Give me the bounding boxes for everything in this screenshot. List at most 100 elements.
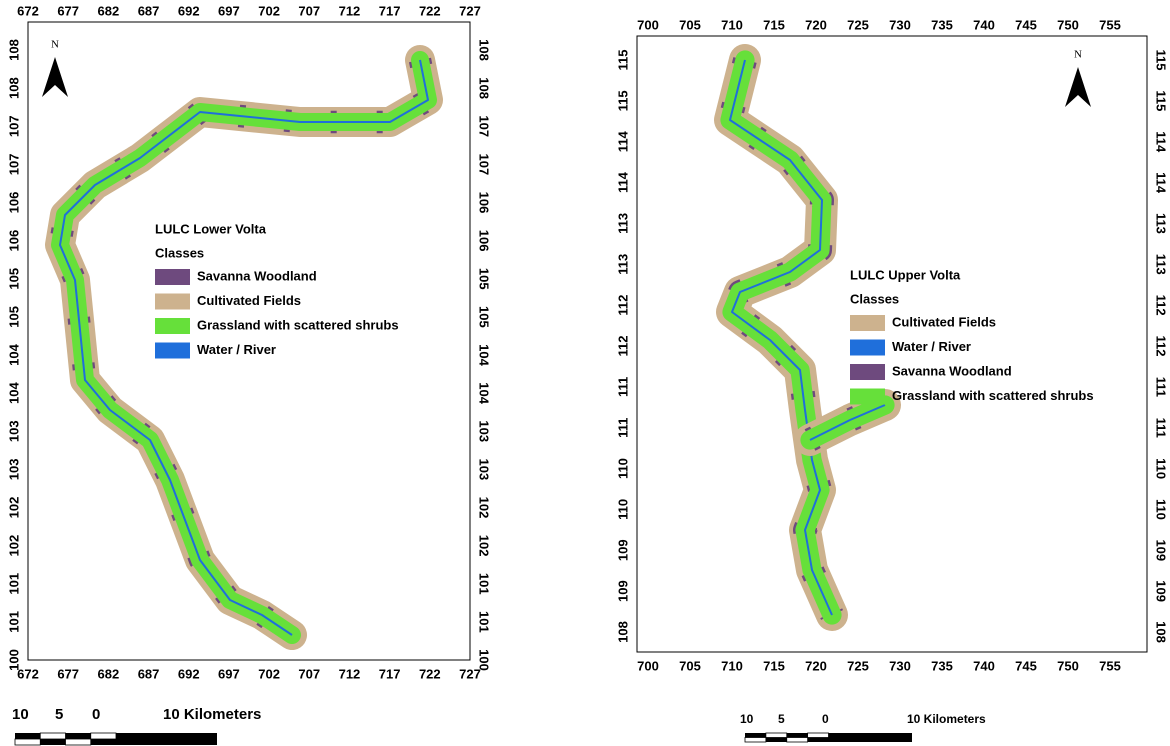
y-tick-label-right: 108	[1154, 621, 1169, 643]
x-tick-label-bottom: 735	[931, 658, 953, 673]
x-tick-label-bottom: 682	[98, 666, 120, 681]
y-tick-label-left: 113	[615, 213, 630, 234]
y-tick-label-right: 110	[1154, 458, 1169, 479]
x-tick-label-bottom: 715	[763, 658, 785, 673]
y-tick-label-left: 106	[6, 192, 21, 214]
x-tick-label-top: 705	[679, 17, 701, 32]
legend-swatch	[850, 388, 885, 405]
x-tick-label-bottom: 727	[459, 666, 481, 681]
x-tick-label-bottom: 740	[973, 658, 995, 673]
y-tick-label-right: 107	[477, 115, 492, 137]
x-tick-label-bottom: 705	[679, 658, 701, 673]
x-tick-label-top: 710	[721, 17, 743, 32]
y-tick-label-left: 112	[615, 295, 630, 316]
north-arrow	[1065, 67, 1091, 107]
y-tick-label-left: 115	[615, 90, 630, 111]
y-tick-label-right: 114	[1154, 172, 1169, 194]
y-tick-label-right: 110	[1154, 499, 1169, 520]
scale-label: 10	[12, 706, 29, 723]
y-tick-label-right: 104	[477, 382, 492, 404]
y-tick-label-left: 107	[6, 115, 21, 137]
map-frame	[27, 21, 471, 661]
north-label: N	[51, 39, 59, 51]
y-tick-label-right: 109	[1154, 539, 1169, 561]
north-arrow	[42, 57, 68, 97]
y-tick-label-left: 107	[6, 154, 21, 176]
y-tick-label-left: 104	[6, 343, 21, 365]
y-tick-label-left: 100	[6, 649, 21, 671]
river	[59, 59, 429, 636]
y-tick-label-left: 113	[615, 254, 630, 275]
y-tick-label-right: 100	[477, 649, 492, 671]
y-tick-label-right: 108	[477, 39, 492, 61]
x-tick-label-top: 745	[1015, 17, 1037, 32]
x-tick-label-bottom: 702	[258, 666, 280, 681]
y-tick-label-left: 101	[6, 573, 21, 595]
y-tick-label-left: 108	[615, 621, 630, 643]
y-tick-label-right: 115	[1154, 50, 1169, 71]
x-tick-label-top: 740	[973, 17, 995, 32]
y-tick-label-right: 112	[1154, 295, 1169, 316]
legend-title: LULC Upper Volta	[850, 267, 961, 282]
scale-segment	[39, 732, 66, 740]
y-tick-label-left: 110	[615, 458, 630, 479]
y-tick-label-right: 104	[477, 344, 492, 366]
x-tick-label-top: 755	[1099, 17, 1121, 32]
y-tick-label-right: 115	[1154, 90, 1169, 111]
y-tick-label-left: 105	[6, 268, 21, 290]
x-tick-label-bottom: 700	[637, 658, 659, 673]
y-tick-label-right: 112	[1154, 336, 1169, 357]
x-tick-label-bottom: 730	[889, 658, 911, 673]
map-frame	[636, 35, 1148, 653]
scale-label: 5	[55, 706, 63, 723]
x-tick-label-bottom: 707	[298, 666, 320, 681]
scale-label: 5	[778, 712, 785, 726]
scale-segment	[90, 732, 117, 740]
x-tick-label-bottom: 720	[805, 658, 827, 673]
x-tick-label-bottom: 717	[379, 666, 401, 681]
x-tick-label-bottom: 745	[1015, 658, 1037, 673]
x-tick-label-bottom: 712	[339, 666, 361, 681]
x-tick-label-top: 702	[258, 3, 280, 18]
scale-label: 10 Kilometers	[163, 706, 261, 723]
x-tick-label-bottom: 710	[721, 658, 743, 673]
x-tick-label-top: 687	[138, 3, 160, 18]
y-tick-label-right: 101	[477, 573, 492, 595]
x-tick-label-top: 672	[17, 3, 39, 18]
legend-label: Cultivated Fields	[892, 314, 996, 329]
x-tick-label-bottom: 687	[138, 666, 160, 681]
x-tick-label-top: 720	[805, 17, 827, 32]
x-tick-label-bottom: 677	[57, 666, 79, 681]
y-tick-label-left: 115	[615, 50, 630, 71]
y-tick-label-left: 104	[6, 382, 21, 404]
river	[729, 59, 833, 616]
legend-label: Grassland with scattered shrubs	[892, 388, 1094, 403]
legend-subtitle: Classes	[155, 245, 204, 260]
y-tick-label-right: 107	[477, 154, 492, 176]
y-tick-label-left: 112	[615, 336, 630, 357]
scale-segment	[65, 738, 92, 746]
y-tick-label-right: 114	[1154, 131, 1169, 153]
y-tick-label-right: 105	[477, 306, 492, 328]
legend-swatch	[155, 318, 190, 334]
x-tick-label-top: 677	[57, 3, 79, 18]
legend-swatch	[155, 342, 190, 359]
scale-label: 10 Kilometers	[907, 712, 986, 726]
y-tick-label-left: 102	[6, 535, 21, 557]
y-tick-label-left: 109	[615, 580, 630, 602]
scale-label: 0	[92, 706, 100, 723]
y-tick-label-left: 102	[6, 497, 21, 519]
legend-label: Savanna Woodland	[197, 268, 317, 283]
y-tick-label-left: 106	[6, 230, 21, 252]
x-tick-label-top: 712	[339, 3, 361, 18]
y-tick-label-left: 103	[6, 459, 21, 481]
y-tick-label-left: 114	[615, 171, 630, 193]
legend-label: Grassland with scattered shrubs	[197, 317, 399, 332]
x-tick-label-bottom: 697	[218, 666, 240, 681]
legend-label: Water / River	[892, 339, 971, 354]
x-tick-label-top: 725	[847, 17, 869, 32]
legend-title: LULC Lower Volta	[155, 221, 267, 236]
x-tick-label-top: 707	[298, 3, 320, 18]
x-tick-label-top: 735	[931, 17, 953, 32]
